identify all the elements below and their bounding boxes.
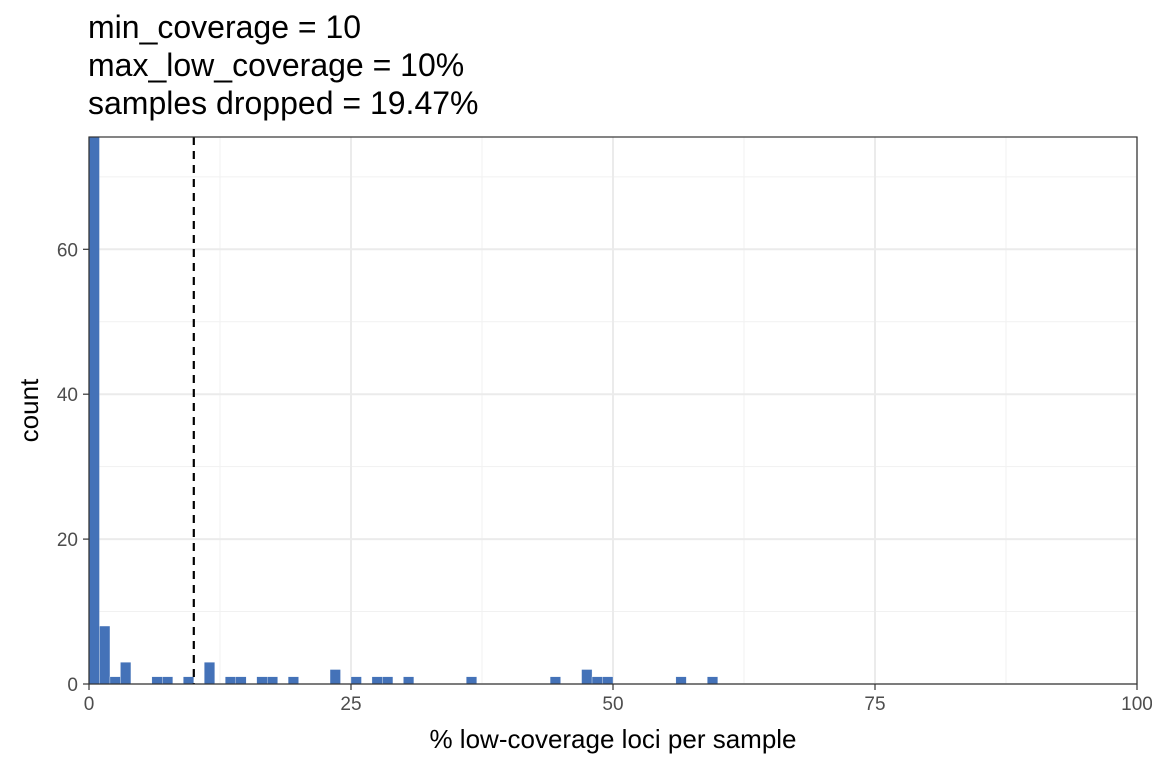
histogram-bar [549,676,561,684]
histogram-bar [235,676,247,684]
chart-title: min_coverage = 10 max_low_coverage = 10%… [88,8,478,122]
histogram-bar [256,676,268,684]
histogram-bar [120,662,132,684]
histogram-bar [350,676,362,684]
histogram-bar [403,676,415,684]
y-axis-title: count [14,378,44,442]
x-tick-label: 0 [84,694,95,715]
histogram-bar [183,676,194,684]
histogram-bar [151,676,163,684]
title-line-min-coverage: min_coverage = 10 [88,9,362,45]
histogram-bar [329,669,341,684]
title-line-max-low-coverage: max_low_coverage = 10% [88,47,465,83]
x-tick-label: 50 [602,694,623,715]
histogram-bar [204,662,215,684]
histogram-bar [707,676,718,684]
x-axis-title: % low-coverage loci per sample [429,724,796,754]
histogram-bars [89,137,718,684]
histogram-bar [602,676,614,684]
y-tick-label: 40 [57,385,78,406]
histogram-bar [162,676,173,684]
y-tick-label: 60 [57,240,78,261]
y-axis: 0 20 40 60 [57,240,89,696]
histogram-bar [89,137,100,684]
histogram-bar [591,676,603,684]
histogram-bar [581,669,593,684]
histogram-bar [382,676,394,684]
major-gridlines [88,137,1138,685]
x-axis: 0 25 50 75 100 [84,684,1152,715]
x-tick-label: 25 [340,694,361,715]
y-tick-label: 0 [67,675,78,696]
x-tick-label: 75 [864,694,885,715]
x-tick-label: 100 [1121,694,1152,715]
histogram-bar [675,676,687,684]
histogram-bar [287,676,299,684]
histogram-bar [466,676,477,684]
y-tick-label: 20 [57,530,78,551]
histogram-bar [225,676,236,684]
histogram-bar [109,676,121,684]
histogram-bar [267,676,278,684]
histogram-bar [99,625,111,684]
title-line-samples-dropped: samples dropped = 19.47% [88,85,479,121]
histogram-bar [371,676,383,684]
